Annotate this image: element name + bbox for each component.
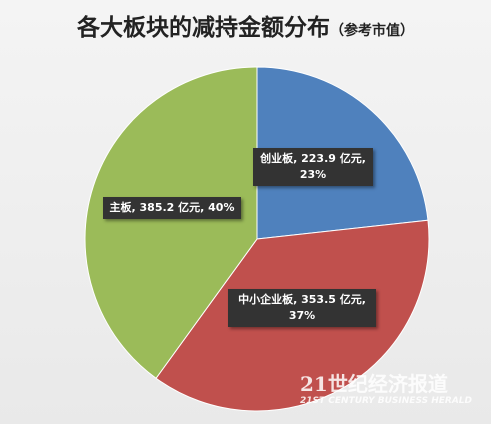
watermark-subtitle: 21ST CENTURY BUSINESS HERALD — [300, 396, 473, 406]
chart-title-block: 各大板块的减持金额分布（参考市值） — [0, 8, 491, 42]
chart-title: 各大板块的减持金额分布 — [77, 15, 330, 41]
watermark: 21世纪经济报道 — [300, 372, 448, 396]
chart-subtitle: （参考市值） — [330, 23, 414, 39]
data-label: 主板, 385.2 亿元, 40% — [103, 197, 241, 219]
pie-slice — [84, 66, 258, 379]
data-label: 创业板, 223.9 亿元, 23% — [253, 148, 373, 186]
data-label: 中小企业板, 353.5 亿元, 37% — [228, 289, 376, 327]
